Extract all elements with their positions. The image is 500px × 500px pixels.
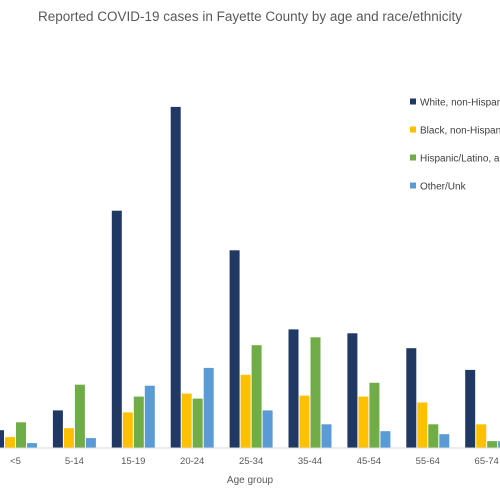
bar-0-0: [0, 430, 4, 448]
bar-0-4: [229, 250, 240, 448]
bar-1-7: [417, 402, 428, 448]
bar-3-8: [498, 441, 500, 448]
bar-3-6: [380, 431, 391, 448]
x-axis-title: Age group: [227, 475, 274, 486]
bar-1-6: [358, 396, 369, 448]
legend-label-0: White, non-Hispanic: [420, 98, 500, 109]
bars-group: [0, 106, 500, 449]
bar-1-0: [5, 437, 15, 448]
bar-2-7: [428, 424, 439, 448]
bar-3-3: [203, 367, 214, 448]
chart-title: Reported COVID-19 cases in Fayette Count…: [38, 9, 462, 24]
bar-2-5: [310, 337, 321, 448]
bar-3-4: [262, 410, 273, 448]
legend-swatch-3: [410, 182, 416, 189]
x-tick-label: 25-34: [239, 456, 263, 467]
bar-2-6: [369, 382, 380, 448]
legend-label-1: Black, non-Hispanic: [420, 126, 500, 137]
x-tick-labels: <5 5-14 15-19 20-24 25-34 35-44 45-54 55-64 65-7…: [10, 456, 499, 467]
bar-3-2: [144, 385, 155, 448]
x-tick-label: 15-19: [121, 456, 145, 467]
legend-label-3: Other/Unk: [420, 182, 467, 193]
bar-0-5: [288, 329, 299, 448]
bar-3-0: [27, 443, 37, 448]
bar-2-8: [487, 441, 498, 448]
bar-2-2: [133, 396, 144, 448]
x-tick-label: 65-74: [475, 456, 499, 467]
bar-0-3: [170, 106, 181, 449]
bar-1-1: [63, 428, 74, 448]
bar-1-8: [476, 424, 487, 448]
legend-swatch-1: [410, 126, 416, 133]
legend-label-2: Hispanic/Latino, any race: [420, 154, 500, 165]
bar-2-0: [16, 422, 26, 448]
bar-1-4: [240, 374, 251, 448]
bar-0-6: [347, 333, 358, 448]
bar-0-2: [111, 210, 122, 448]
x-tick-label: 45-54: [357, 456, 381, 467]
bar-3-5: [321, 424, 332, 448]
bar-2-1: [74, 384, 85, 448]
x-tick-label: 35-44: [298, 456, 322, 467]
legend-swatch-0: [410, 98, 416, 105]
bar-3-1: [85, 438, 96, 448]
bar-1-3: [181, 393, 192, 448]
bar-0-7: [406, 348, 417, 448]
legend: White, non-Hispanic Black, non-Hispanic Hi…: [410, 98, 500, 193]
bar-3-7: [439, 434, 450, 448]
x-tick-label: 55-64: [416, 456, 440, 467]
bar-1-5: [299, 395, 310, 448]
x-tick-label: 5-14: [65, 456, 84, 467]
bar-2-3: [192, 398, 203, 448]
legend-swatch-2: [410, 154, 416, 161]
bar-0-8: [465, 369, 476, 448]
bar-1-2: [122, 412, 133, 448]
bar-2-4: [251, 345, 262, 448]
x-tick-label: <5: [10, 456, 21, 467]
x-tick-label: 20-24: [180, 456, 204, 467]
bar-0-1: [52, 410, 63, 448]
